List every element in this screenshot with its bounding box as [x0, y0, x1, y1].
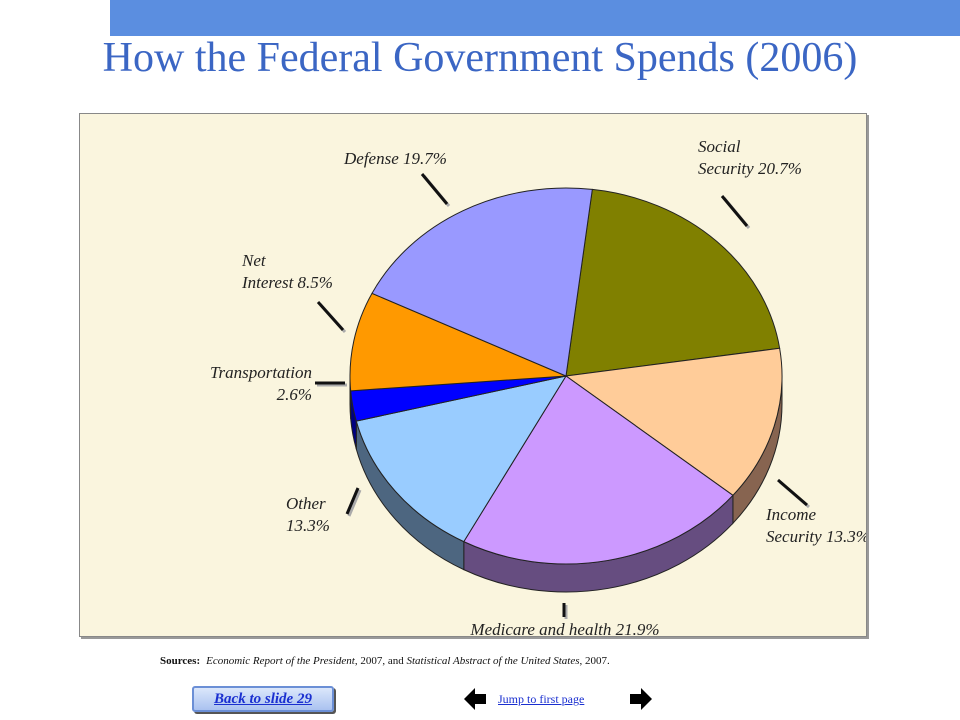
pie-slice-medicare-and-health — [463, 375, 734, 565]
leader-line-other — [345, 487, 360, 515]
slice-label-line: 13.3% — [286, 516, 330, 535]
pie-slice-net-interest — [349, 292, 567, 392]
pie-slice-social-security — [565, 188, 781, 377]
source-text-4: , 2007. — [579, 655, 610, 667]
slice-label-line: Net — [241, 251, 267, 270]
slice-label-defense: Defense 19.7% — [343, 149, 447, 168]
chart-frame: Social Security 20.7% Income Security 13.3%… — [79, 113, 867, 637]
leader-shadow-other — [347, 489, 362, 517]
pie-chart: Social Security 20.7% Income Security 13.3%… — [210, 137, 866, 636]
left-arrow-icon[interactable] — [464, 688, 486, 710]
slice-label-medicare-and-health: Medicare and health 21.9% — [469, 620, 659, 636]
slice-label-line: Medicare and health 21.9% — [469, 620, 659, 636]
source-text-2: , 2007, and — [354, 655, 407, 667]
leader-line-income-security — [777, 478, 808, 507]
sources-note: Sources: Economic Report of the President… — [160, 655, 610, 667]
back-to-slide-button[interactable]: Back to slide 29 — [192, 686, 334, 712]
source-title-1: Economic Report of the President — [206, 655, 355, 667]
slice-label-net-interest: Net Interest 8.5% — [241, 251, 333, 292]
slice-label-transportation: Transportation 2.6% — [210, 363, 312, 404]
slice-label-line: Security 20.7% — [698, 159, 802, 178]
slice-label-line: Transportation — [210, 363, 312, 382]
leader-line-net-interest — [316, 301, 345, 331]
leader-line-social-security — [720, 195, 749, 227]
right-arrow-icon[interactable] — [630, 688, 652, 710]
pie-slice-income-security — [564, 347, 783, 496]
slice-label-line: Security 13.3% — [766, 527, 866, 546]
slice-label-line: Other — [286, 494, 326, 513]
pie-slice-defense — [371, 187, 593, 377]
pie-top — [349, 187, 783, 565]
source-title-2: Statistical Abstract of the United State… — [406, 655, 580, 667]
slice-label-line: Social — [698, 137, 741, 156]
slide-title: How the Federal Government Spends (2006) — [102, 35, 858, 81]
slice-label-line: Income — [765, 505, 816, 524]
slice-label-income-security: Income Security 13.3% — [765, 505, 866, 546]
pie-labels: Social Security 20.7% Income Security 13.3%… — [210, 137, 866, 636]
pie-slice-other — [355, 375, 568, 543]
slice-label-line: Interest 8.5% — [241, 273, 333, 292]
jump-to-first-page-link[interactable]: Jump to first page — [498, 692, 585, 706]
slice-label-line: Defense 19.7% — [343, 149, 447, 168]
sources-label: Sources: — [160, 655, 201, 667]
slice-label-social-security: Social Security 20.7% — [698, 137, 802, 178]
header-bar — [110, 0, 960, 36]
leader-line-defense — [420, 173, 449, 205]
slice-label-other: Other 13.3% — [286, 494, 330, 535]
slice-label-line: 2.6% — [277, 385, 312, 404]
